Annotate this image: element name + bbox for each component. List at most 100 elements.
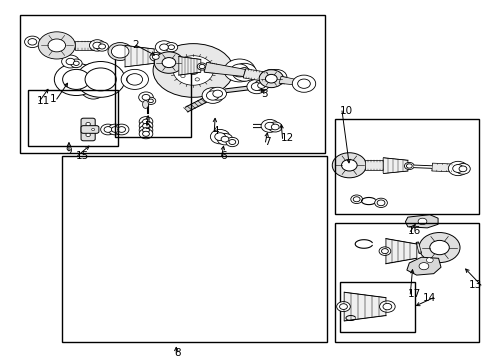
Circle shape: [270, 73, 282, 82]
Circle shape: [271, 124, 279, 130]
Circle shape: [339, 304, 346, 310]
Text: 8: 8: [173, 348, 180, 358]
Circle shape: [232, 63, 256, 81]
Circle shape: [197, 63, 206, 70]
Circle shape: [155, 41, 172, 54]
Circle shape: [217, 134, 232, 145]
Text: 7: 7: [264, 137, 270, 147]
Polygon shape: [431, 163, 456, 172]
Circle shape: [121, 69, 148, 89]
Circle shape: [152, 54, 159, 59]
Circle shape: [146, 97, 156, 104]
FancyBboxPatch shape: [81, 126, 99, 133]
Circle shape: [61, 55, 79, 68]
Text: 14: 14: [422, 293, 435, 303]
Circle shape: [264, 122, 274, 130]
Circle shape: [265, 75, 277, 83]
Circle shape: [187, 67, 199, 75]
Circle shape: [85, 68, 116, 91]
Polygon shape: [203, 62, 245, 76]
Circle shape: [73, 61, 79, 66]
Circle shape: [426, 257, 432, 262]
Circle shape: [331, 153, 366, 178]
Polygon shape: [344, 292, 385, 321]
Circle shape: [210, 130, 229, 144]
Circle shape: [202, 87, 223, 103]
Text: 12: 12: [281, 134, 294, 143]
Circle shape: [251, 83, 262, 90]
Circle shape: [382, 303, 391, 310]
Circle shape: [221, 136, 228, 142]
Circle shape: [86, 133, 90, 136]
Polygon shape: [279, 76, 301, 85]
Circle shape: [230, 64, 248, 77]
Circle shape: [266, 73, 275, 79]
Bar: [115, 58, 190, 137]
Circle shape: [199, 64, 204, 69]
Circle shape: [142, 94, 150, 100]
Circle shape: [139, 117, 153, 127]
Text: 11: 11: [37, 96, 50, 106]
Circle shape: [24, 36, 40, 48]
Bar: [61, 156, 327, 342]
Bar: [334, 119, 478, 213]
Polygon shape: [125, 45, 154, 67]
Polygon shape: [405, 215, 437, 228]
Circle shape: [208, 87, 226, 100]
Circle shape: [139, 125, 153, 135]
Circle shape: [114, 124, 129, 135]
Circle shape: [38, 32, 75, 59]
Circle shape: [54, 63, 98, 95]
Circle shape: [259, 70, 283, 87]
Circle shape: [379, 301, 394, 312]
Circle shape: [168, 45, 174, 50]
Circle shape: [206, 91, 219, 100]
Circle shape: [195, 60, 199, 63]
Circle shape: [336, 302, 349, 312]
Circle shape: [292, 75, 315, 92]
Circle shape: [214, 133, 225, 141]
Circle shape: [261, 120, 278, 132]
Circle shape: [142, 119, 149, 124]
Circle shape: [96, 42, 108, 51]
Circle shape: [139, 121, 153, 131]
Text: 17: 17: [407, 289, 420, 299]
Circle shape: [341, 159, 356, 171]
Circle shape: [254, 80, 268, 91]
Circle shape: [429, 240, 448, 255]
Circle shape: [108, 42, 132, 60]
Polygon shape: [75, 41, 94, 50]
Text: 10: 10: [339, 106, 352, 116]
Circle shape: [159, 44, 168, 50]
Circle shape: [99, 44, 105, 49]
Circle shape: [108, 124, 122, 135]
Circle shape: [417, 218, 426, 225]
Ellipse shape: [82, 68, 104, 95]
Circle shape: [350, 195, 362, 203]
Text: 15: 15: [76, 150, 89, 161]
Circle shape: [142, 123, 149, 129]
Circle shape: [148, 99, 153, 103]
Circle shape: [374, 198, 386, 207]
Text: 4: 4: [212, 126, 219, 136]
Circle shape: [224, 59, 255, 82]
Circle shape: [89, 40, 105, 51]
Circle shape: [212, 90, 222, 97]
Circle shape: [28, 39, 37, 45]
Circle shape: [228, 140, 235, 144]
Text: 13: 13: [468, 280, 482, 290]
Bar: [334, 222, 478, 342]
Circle shape: [162, 58, 175, 68]
Circle shape: [265, 69, 286, 85]
Circle shape: [139, 129, 153, 139]
Circle shape: [139, 92, 153, 103]
Circle shape: [381, 249, 387, 254]
Circle shape: [406, 164, 411, 168]
Circle shape: [127, 74, 142, 85]
Circle shape: [203, 69, 208, 72]
Polygon shape: [243, 69, 267, 81]
Circle shape: [126, 75, 138, 84]
Bar: [339, 282, 414, 332]
Circle shape: [452, 165, 463, 172]
Circle shape: [458, 166, 466, 172]
